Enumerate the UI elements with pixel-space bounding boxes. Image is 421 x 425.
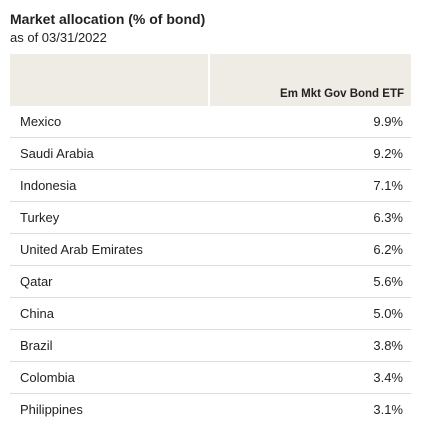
table-row: Saudi Arabia 9.2% bbox=[10, 138, 411, 170]
allocation-value: 9.9% bbox=[209, 106, 411, 138]
table-row: United Arab Emirates 6.2% bbox=[10, 234, 411, 266]
allocation-header: Market allocation (% of bond) as of 03/3… bbox=[10, 9, 205, 47]
table-row: China 5.0% bbox=[10, 298, 411, 330]
allocation-value: 6.2% bbox=[209, 234, 411, 266]
allocation-value: 6.3% bbox=[209, 202, 411, 234]
country-name: Brazil bbox=[10, 330, 209, 362]
page-title: Market allocation (% of bond) bbox=[10, 9, 205, 29]
country-name: Colombia bbox=[10, 362, 209, 394]
column-header-country bbox=[10, 54, 209, 106]
country-name: Philippines bbox=[10, 394, 209, 425]
table-body: Mexico 9.9% Saudi Arabia 9.2% Indonesia … bbox=[10, 106, 411, 425]
table-row: Indonesia 7.1% bbox=[10, 170, 411, 202]
as-of-date: as of 03/31/2022 bbox=[10, 29, 205, 47]
allocation-value: 3.1% bbox=[209, 394, 411, 425]
table-row: Brazil 3.8% bbox=[10, 330, 411, 362]
country-name: United Arab Emirates bbox=[10, 234, 209, 266]
table-row: Philippines 3.1% bbox=[10, 394, 411, 425]
allocation-value: 9.2% bbox=[209, 138, 411, 170]
allocation-value: 3.8% bbox=[209, 330, 411, 362]
country-name: Turkey bbox=[10, 202, 209, 234]
allocation-value: 7.1% bbox=[209, 170, 411, 202]
country-name: Saudi Arabia bbox=[10, 138, 209, 170]
table-row: Qatar 5.6% bbox=[10, 266, 411, 298]
allocation-value: 5.0% bbox=[209, 298, 411, 330]
country-name: Mexico bbox=[10, 106, 209, 138]
header-row: Em Mkt Gov Bond ETF bbox=[10, 54, 411, 106]
market-allocation-table: Em Mkt Gov Bond ETF Mexico 9.9% Saudi Ar… bbox=[10, 54, 411, 425]
country-name: China bbox=[10, 298, 209, 330]
allocation-value: 3.4% bbox=[209, 362, 411, 394]
table-row: Turkey 6.3% bbox=[10, 202, 411, 234]
country-name: Indonesia bbox=[10, 170, 209, 202]
allocation-value: 5.6% bbox=[209, 266, 411, 298]
column-header-fund: Em Mkt Gov Bond ETF bbox=[209, 54, 411, 106]
table-header: Em Mkt Gov Bond ETF bbox=[10, 54, 411, 106]
table-row: Mexico 9.9% bbox=[10, 106, 411, 138]
table-row: Colombia 3.4% bbox=[10, 362, 411, 394]
country-name: Qatar bbox=[10, 266, 209, 298]
